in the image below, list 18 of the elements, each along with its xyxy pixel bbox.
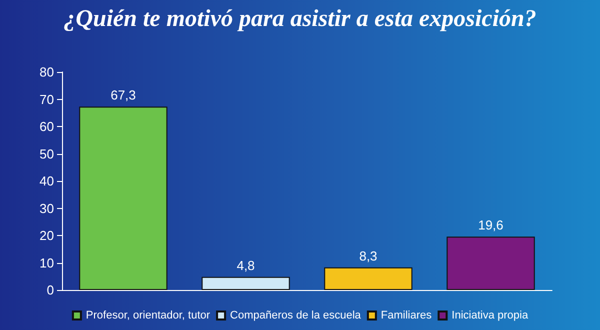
- legend-label: Compañeros de la escuela: [230, 310, 362, 322]
- legend-label: Profesor, orientador, tutor: [86, 310, 210, 322]
- y-tick-label: 30: [40, 200, 54, 216]
- y-tick-label: 60: [40, 119, 54, 134]
- y-tick-label: 0: [46, 282, 54, 298]
- data-label: 8,3: [359, 248, 378, 264]
- chart-title: ¿Quién te motivó para asistir a esta exposición?: [64, 6, 536, 32]
- y-tick-label: 40: [40, 174, 54, 188]
- y-tick-label: 10: [40, 255, 54, 270]
- legend-label: Iniciativa propia: [452, 310, 529, 322]
- legend-label: Familiares: [380, 310, 432, 322]
- y-tick-label: 80: [40, 64, 54, 80]
- y-tick-label: 50: [40, 146, 54, 162]
- data-label: 67,3: [110, 88, 136, 103]
- y-tick-label: 70: [40, 92, 54, 107]
- y-tick-label: 20: [40, 228, 54, 243]
- data-label: 4,8: [236, 258, 255, 273]
- data-label: 19,6: [478, 218, 504, 233]
